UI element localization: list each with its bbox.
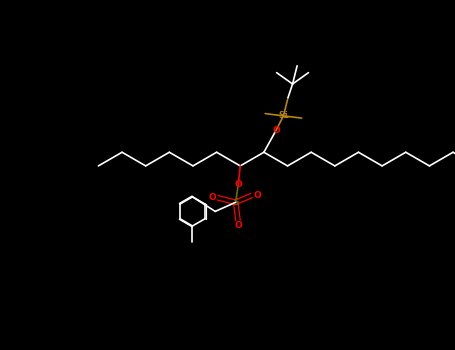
Text: S: S	[233, 198, 238, 207]
Text: O: O	[272, 126, 280, 135]
Text: O: O	[208, 193, 216, 202]
Text: O: O	[234, 222, 242, 230]
Text: Si: Si	[278, 111, 289, 120]
Text: O: O	[253, 191, 261, 200]
Text: O: O	[234, 180, 242, 189]
